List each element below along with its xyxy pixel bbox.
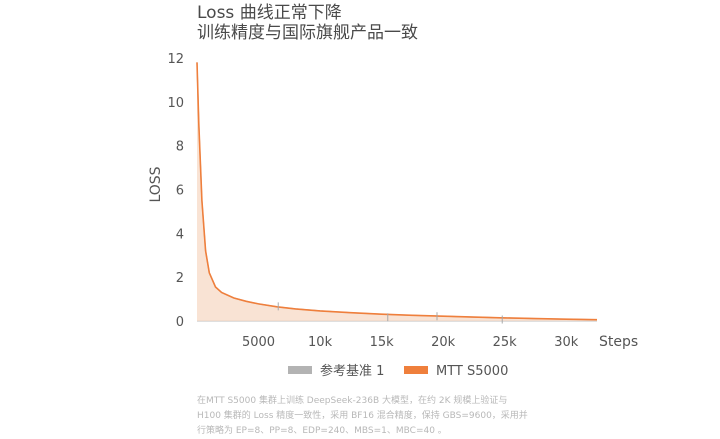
caption-line-1: 在MTT S5000 集群上训练 DeepSeek-236B 大模型，在约 2K… (197, 396, 508, 406)
x-tick-label: 10k (308, 335, 333, 350)
x-tick-label: 30k (554, 335, 579, 350)
y-tick-label: 8 (176, 140, 184, 155)
chart-caption: 在MTT S5000 集群上训练 DeepSeek-236B 大模型，在约 2K… (197, 394, 597, 439)
chart-title: Loss 曲线正常下降 (197, 3, 342, 23)
y-tick-label: 6 (176, 184, 184, 199)
legend-swatch-mtt-s5000 (404, 366, 428, 374)
series-line-reference (196, 62, 598, 321)
chart-subtitle: 训练精度与国际旗舰产品一致 (197, 23, 418, 43)
x-tick-label: 25k (493, 335, 518, 350)
legend-label-reference: 参考基准 1 (320, 363, 384, 379)
area-fill (197, 62, 597, 322)
x-tick-label: 5000 (242, 335, 275, 350)
y-tick-label: 4 (176, 227, 184, 242)
y-tick-label: 10 (167, 96, 184, 111)
x-axis-label: Steps (599, 334, 638, 350)
caption-line-3: 行策略为 EP=8、PP=8、EDP=240、MBS=1、MBC=40 。 (197, 426, 447, 436)
legend-label-mtt-s5000: MTT S5000 (436, 364, 508, 379)
y-axis-label: LOSS (148, 166, 164, 202)
y-tick-label: 2 (176, 271, 184, 286)
x-tick-label: 15k (370, 335, 395, 350)
series-line-mtt-s5000 (196, 62, 598, 321)
legend-swatch-reference (288, 366, 312, 374)
y-tick-label: 0 (176, 315, 184, 330)
y-tick-label: 12 (167, 52, 184, 67)
caption-line-2: H100 集群的 Loss 精度一致性，采用 BF16 混合精度，保持 GBS=… (197, 411, 528, 421)
x-tick-label: 20k (431, 335, 456, 350)
